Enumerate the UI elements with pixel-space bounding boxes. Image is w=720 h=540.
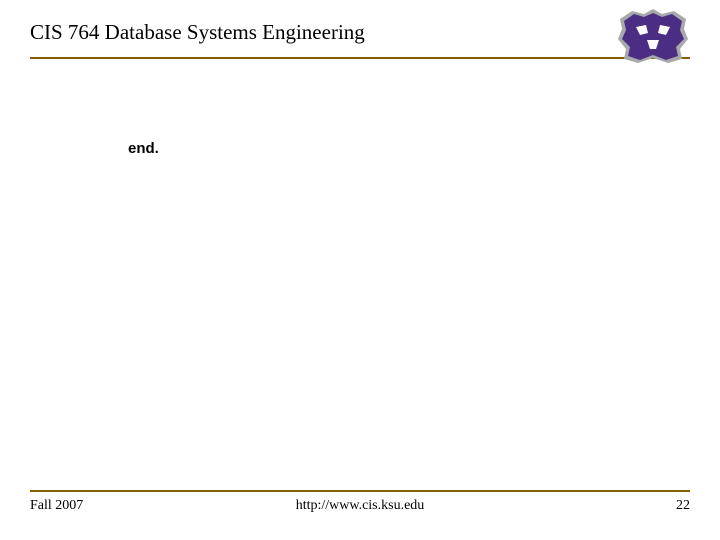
slide-footer: Fall 2007 http://www.cis.ksu.edu 22 <box>30 490 690 514</box>
university-logo <box>614 5 692 67</box>
slide: CIS 764 Database Systems Engineering end… <box>0 0 720 540</box>
slide-body-text: end. <box>128 140 159 157</box>
footer-url: http://www.cis.ksu.edu <box>296 498 425 514</box>
slide-number: 22 <box>676 498 690 514</box>
footer-term: Fall 2007 <box>30 498 83 514</box>
course-title: CIS 764 Database Systems Engineering <box>30 20 690 59</box>
